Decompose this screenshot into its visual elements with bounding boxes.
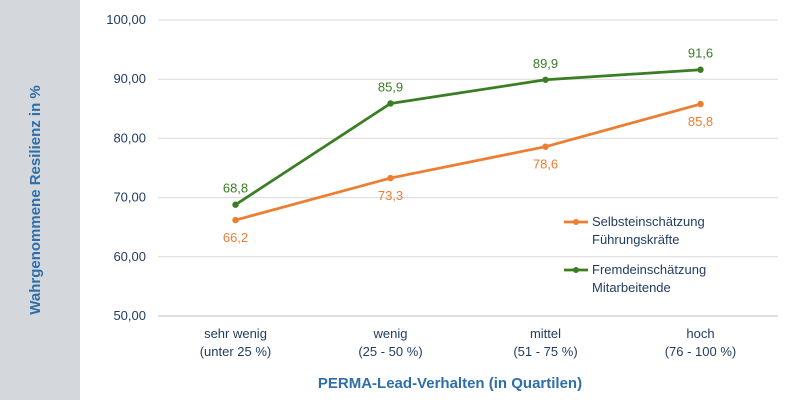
y-tick-labels: 50,00 60,00 70,00 80,00 90,00 100,00	[106, 12, 146, 323]
data-label: 68,8	[223, 181, 248, 196]
y-tick-label: 90,00	[113, 71, 146, 86]
y-tick-label: 100,00	[106, 12, 146, 27]
legend-marker	[573, 219, 579, 225]
x-category-label: sehr wenig (unter 25 %)	[200, 326, 272, 359]
data-point	[387, 174, 394, 182]
data-point	[542, 143, 549, 150]
x-category-label: hoch (76 - 100 %)	[665, 326, 737, 359]
series-group: 66,2 73,3 78,6 85,8 68,8 85,9 89,9 91,6	[223, 46, 713, 245]
data-label: 89,9	[533, 56, 558, 71]
data-label: 85,9	[378, 79, 403, 94]
series-line-1	[234, 68, 701, 206]
data-point	[542, 76, 549, 83]
data-label: 66,2	[223, 230, 248, 245]
x-category-labels: sehr wenig (unter 25 %) wenig (25 - 50 %) mi…	[200, 326, 737, 359]
data-point	[697, 66, 704, 73]
legend: Selbsteinschätzung Führungskräfte Fremdein…	[564, 214, 706, 295]
data-label: 85,8	[688, 114, 713, 129]
y-tick-label: 60,00	[113, 249, 146, 264]
data-label: 91,6	[688, 46, 713, 61]
data-point	[387, 100, 394, 107]
y-axis-title: Wahrgenommene Resilienz in %	[27, 85, 44, 315]
legend-marker	[573, 267, 579, 273]
x-category-label: mittel (51 - 75 %)	[513, 326, 577, 359]
y-tick-label: 50,00	[113, 308, 146, 323]
y-tick-label: 70,00	[113, 190, 146, 205]
data-label: 73,3	[378, 188, 403, 203]
y-tick-label: 80,00	[113, 130, 146, 145]
grid-lines	[158, 19, 778, 317]
data-label: 78,6	[533, 157, 558, 172]
data-point	[697, 100, 704, 108]
x-axis-title: PERMA-Lead-Verhalten (in Quartilen)	[318, 375, 582, 392]
legend-label: Fremdeinschätzung Mitarbeitende	[592, 262, 706, 295]
x-category-label: wenig (25 - 50 %)	[358, 326, 422, 359]
data-point	[232, 216, 239, 224]
series-line-0	[235, 102, 701, 222]
data-point	[232, 201, 239, 208]
legend-label: Selbsteinschätzung Führungskräfte	[592, 214, 705, 247]
ylabel-band	[0, 0, 80, 400]
